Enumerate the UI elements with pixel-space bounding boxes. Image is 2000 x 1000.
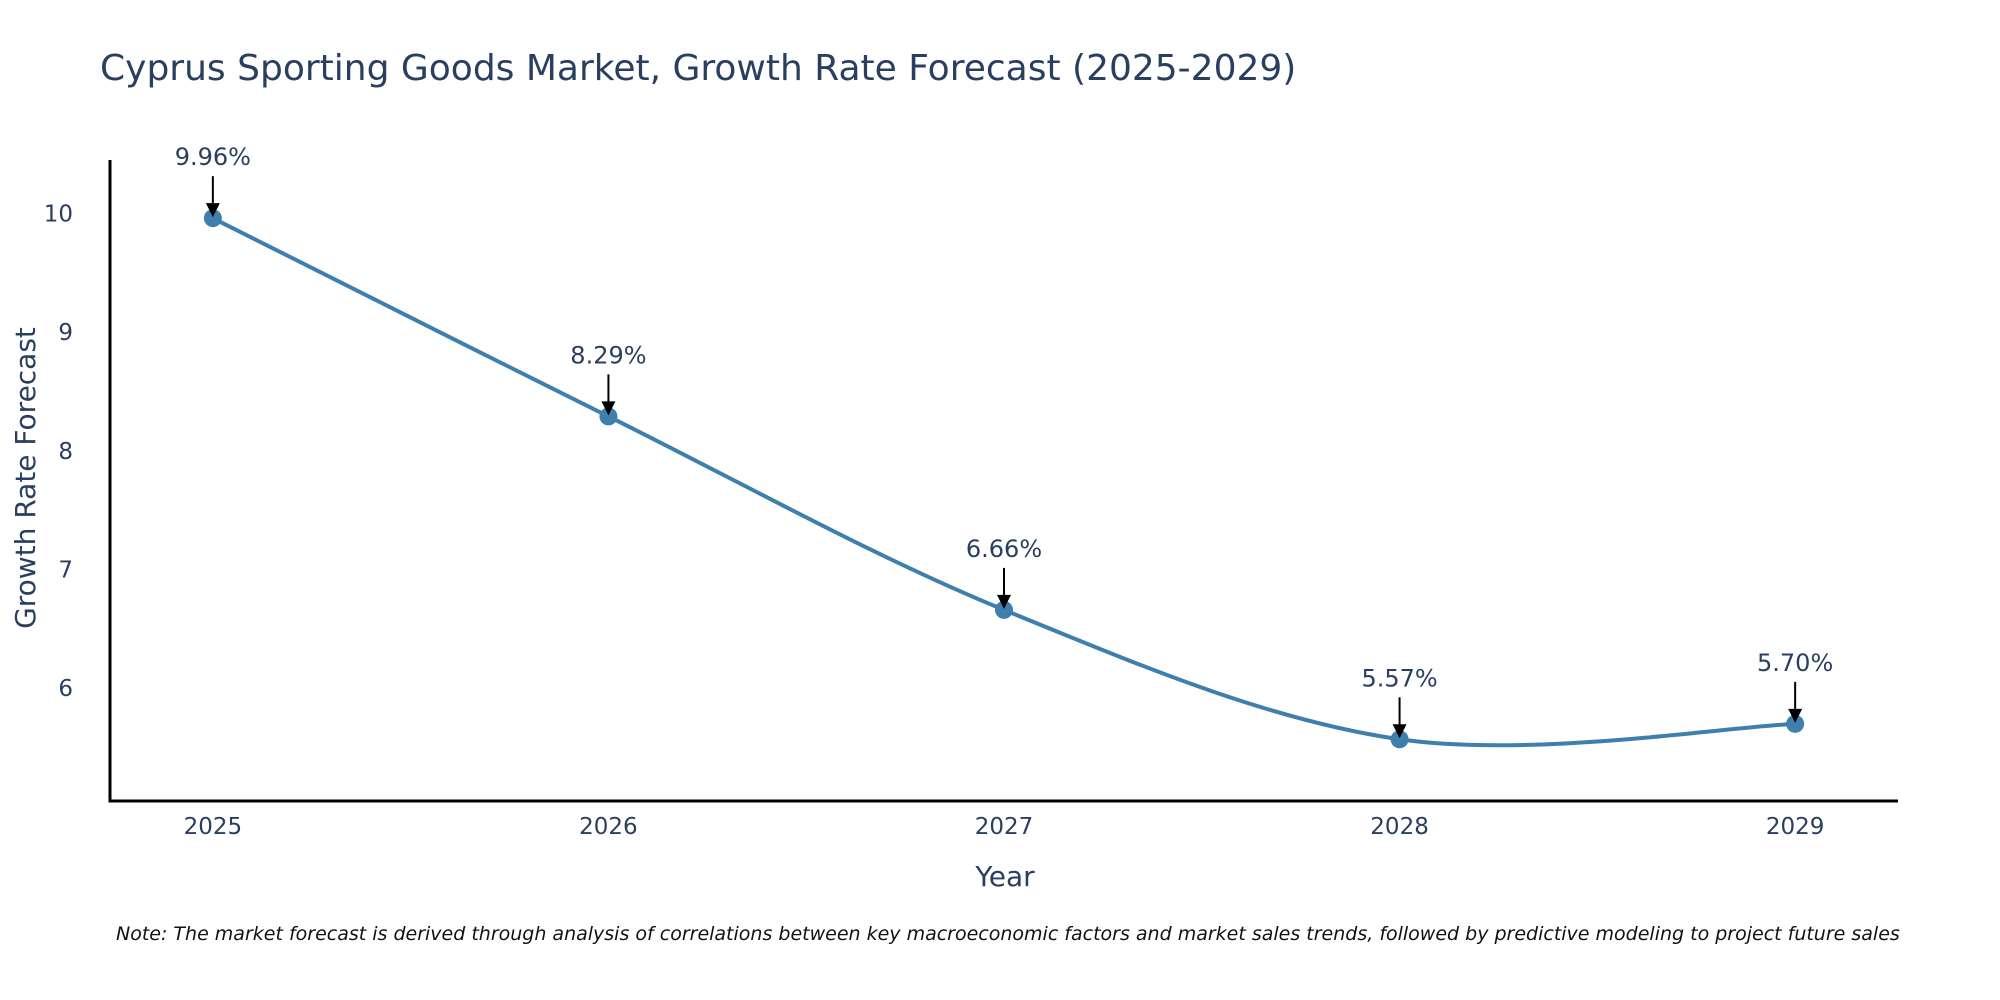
markers-layer: [203, 209, 1805, 749]
data-point: [1390, 730, 1409, 749]
x-axis-title: Year: [974, 860, 1035, 893]
annotations-layer: 9.96% 8.29% 6.66% 5.57% 5.70%: [175, 143, 1833, 739]
axes: [108, 160, 1898, 803]
y-tick-label: 9: [58, 320, 73, 346]
data-point: [995, 600, 1013, 619]
annotation-arrow-head: [1392, 724, 1407, 739]
series-layer: [211, 216, 1796, 748]
data-label: 8.29%: [570, 341, 646, 369]
y-tick-label: 7: [58, 558, 73, 584]
data-label: 5.57%: [1361, 664, 1437, 692]
x-tick-label: 2028: [1370, 814, 1429, 840]
footnote: Note: The market forecast is derived thr…: [116, 923, 1900, 945]
data-point: [1786, 714, 1805, 733]
y-tick-label: 10: [44, 201, 73, 227]
annotation-arrow-head: [997, 594, 1011, 609]
chart-title: Cyprus Sporting Goods Market, Growth Rat…: [100, 48, 1296, 89]
annotation-arrow-head: [601, 401, 616, 416]
series-line: [211, 216, 1796, 748]
annotation-arrow-head: [205, 203, 220, 218]
x-tick-label: 2027: [975, 814, 1034, 840]
x-tick-label: 2026: [579, 814, 638, 840]
y-axis-title: Growth Rate Forecast: [9, 327, 42, 629]
data-point: [203, 209, 222, 228]
data-label: 5.70%: [1757, 649, 1833, 677]
tick-labels: 6 7 8 9 10 2025 2026 2027 2028 2029: [44, 201, 1825, 840]
y-tick-label: 6: [58, 676, 73, 702]
x-tick-label: 2029: [1766, 814, 1825, 840]
annotation-arrow-head: [1788, 708, 1803, 723]
x-tick-label: 2025: [184, 814, 243, 840]
data-label: 9.96%: [175, 143, 251, 171]
y-tick-label: 8: [58, 439, 73, 465]
data-label: 6.66%: [966, 535, 1042, 563]
data-point: [599, 407, 618, 426]
